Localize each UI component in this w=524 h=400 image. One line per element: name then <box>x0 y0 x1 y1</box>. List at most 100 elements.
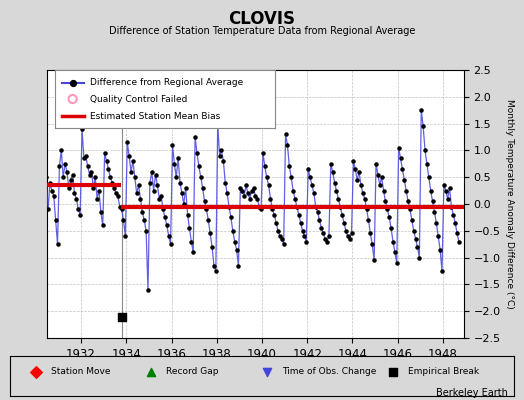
Point <box>119 217 128 223</box>
Point <box>266 196 275 202</box>
Point <box>36 185 45 191</box>
Point <box>161 214 169 221</box>
Point <box>170 160 179 167</box>
Point <box>191 134 199 140</box>
Point <box>93 196 101 202</box>
Point <box>44 206 52 212</box>
Point <box>244 190 252 196</box>
Point <box>279 241 288 247</box>
Point <box>404 198 412 204</box>
Point <box>189 249 198 256</box>
Point <box>402 187 410 194</box>
Point <box>214 120 222 127</box>
Point <box>53 241 62 247</box>
Point <box>432 220 441 226</box>
Point <box>289 187 297 194</box>
Point <box>70 190 79 196</box>
Point <box>242 182 250 188</box>
Point <box>74 206 82 212</box>
Text: Quality Control Failed: Quality Control Failed <box>90 94 188 104</box>
Point <box>434 233 442 239</box>
Point <box>168 142 177 148</box>
Point <box>153 182 161 188</box>
Point <box>408 217 416 223</box>
Point <box>97 209 105 215</box>
Point <box>257 206 265 212</box>
Point <box>50 193 58 199</box>
Point <box>410 228 418 234</box>
Point <box>376 182 384 188</box>
Text: Empirical Break: Empirical Break <box>408 368 479 376</box>
Point <box>329 169 337 175</box>
Point <box>148 169 156 175</box>
Point <box>349 158 357 164</box>
Point <box>240 193 248 199</box>
Point <box>398 166 407 172</box>
Point <box>181 185 190 191</box>
Point <box>82 152 90 159</box>
Point <box>338 212 346 218</box>
Text: Time of Obs. Change: Time of Obs. Change <box>282 368 377 376</box>
Point <box>89 185 97 191</box>
Point <box>274 228 282 234</box>
Point <box>57 147 66 154</box>
Point <box>155 196 163 202</box>
Point <box>183 212 192 218</box>
Point <box>133 190 141 196</box>
Point <box>193 150 201 156</box>
Point <box>283 142 292 148</box>
Point <box>251 193 259 199</box>
Point <box>157 193 166 199</box>
Point <box>276 233 284 239</box>
Point <box>278 236 286 242</box>
Point <box>104 166 113 172</box>
Text: Record Gap: Record Gap <box>167 368 219 376</box>
Point <box>149 187 158 194</box>
Point <box>146 179 154 186</box>
Point <box>358 190 367 196</box>
Point <box>147 369 156 375</box>
Point <box>236 185 245 191</box>
Point <box>200 198 209 204</box>
Point <box>293 204 301 210</box>
Point <box>308 182 316 188</box>
Point <box>379 187 388 194</box>
Point <box>167 241 175 247</box>
Point <box>424 174 433 180</box>
Point <box>185 225 194 231</box>
Point <box>246 196 254 202</box>
Point <box>249 185 258 191</box>
Point <box>406 206 414 212</box>
Point <box>389 369 397 375</box>
Point <box>187 238 195 245</box>
Y-axis label: Monthly Temperature Anomaly Difference (°C): Monthly Temperature Anomaly Difference (… <box>506 99 515 309</box>
Point <box>118 313 127 320</box>
Point <box>302 238 311 245</box>
Point <box>319 230 328 237</box>
Point <box>134 182 143 188</box>
Point <box>69 171 77 178</box>
Point <box>453 230 461 237</box>
Point <box>78 126 86 132</box>
Point <box>304 166 312 172</box>
Point <box>117 206 126 212</box>
Point <box>64 185 73 191</box>
Point <box>228 228 237 234</box>
Point <box>429 198 437 204</box>
Point <box>265 182 273 188</box>
Point <box>234 262 243 269</box>
Point <box>136 196 145 202</box>
Point <box>227 214 235 221</box>
Point <box>206 230 214 237</box>
Point <box>80 155 88 162</box>
Point <box>306 174 314 180</box>
Point <box>140 217 148 223</box>
Point <box>219 158 227 164</box>
Point <box>199 185 207 191</box>
Point <box>55 163 63 170</box>
Point <box>334 196 343 202</box>
Point <box>415 254 423 261</box>
Point <box>114 193 122 199</box>
Point <box>297 220 305 226</box>
Point <box>51 217 60 223</box>
